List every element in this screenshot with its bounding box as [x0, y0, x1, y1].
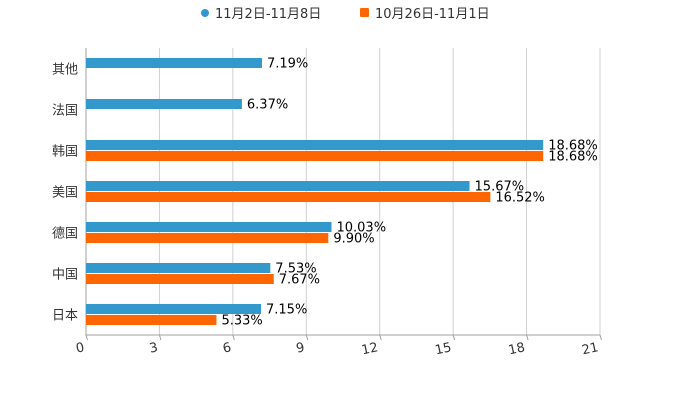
- category-label-3: 美国: [52, 186, 78, 201]
- bar-series-1-2: [86, 140, 544, 150]
- category-label-2: 韩国: [52, 145, 78, 160]
- category-label-0: 其他: [52, 63, 78, 78]
- bar-series-2-3: [86, 192, 491, 202]
- bar-series-1-3: [86, 181, 470, 191]
- bar-series-1-5: [86, 263, 271, 273]
- data-label-series-1-0: 7.19%: [267, 57, 308, 72]
- tick-label-x-9: 9: [295, 340, 306, 356]
- data-label-series-2-3: 16.52%: [495, 191, 545, 206]
- tick-mark-x-12: [379, 334, 382, 341]
- data-label-series-1-4: 10.03%: [336, 221, 386, 236]
- category-label-1: 法国: [52, 104, 78, 119]
- data-label-series-1-5: 7.53%: [275, 262, 316, 277]
- bar-series-2-6: [86, 315, 217, 325]
- legend-marker-series-1: [201, 9, 209, 17]
- tick-label-x-21: 21: [581, 340, 600, 358]
- tick-mark-x-6: [232, 334, 235, 341]
- bar-series-1-0: [86, 58, 262, 68]
- tick-mark-x-9: [305, 334, 309, 341]
- legend: 11月2日-11月8日 10月26日-11月1日: [201, 7, 490, 22]
- data-label-series-1-6: 7.15%: [266, 303, 307, 318]
- bar-series-1-6: [86, 304, 262, 314]
- tick-mark-x-15: [452, 334, 456, 341]
- bar-series-2-4: [86, 233, 329, 243]
- tick-label-x-12: 12: [360, 340, 379, 358]
- tick-mark-x-3: [158, 334, 162, 341]
- bar-series-1-1: [86, 99, 242, 109]
- category-label-5: 中国: [52, 268, 78, 283]
- data-label-series-2-5: 7.67%: [279, 273, 320, 288]
- data-label-series-2-4: 9.90%: [333, 232, 374, 247]
- data-label-series-2-2: 18.68%: [548, 150, 598, 165]
- legend-label-series-2: 10月26日-11月1日: [375, 7, 490, 22]
- bar-series-2-2: [86, 151, 544, 161]
- data-label-series-1-3: 15.67%: [475, 180, 525, 195]
- data-label-series-1-1: 6.37%: [247, 98, 288, 113]
- tick-label-x-3: 3: [148, 340, 159, 356]
- tick-label-x-0: 0: [75, 340, 86, 356]
- bar-series-2-5: [86, 274, 274, 284]
- tick-mark-x-18: [526, 334, 529, 341]
- category-label-4: 德国: [52, 227, 78, 242]
- tick-label-x-18: 18: [507, 340, 526, 358]
- category-label-6: 日本: [52, 309, 78, 324]
- tick-label-x-15: 15: [434, 340, 453, 358]
- bar-series-1-4: [86, 222, 332, 232]
- tick-mark-x-0: [85, 334, 88, 341]
- tick-mark-x-21: [599, 334, 602, 341]
- data-label-series-2-6: 5.33%: [221, 314, 262, 329]
- data-label-series-1-2: 18.68%: [548, 139, 598, 154]
- legend-marker-series-2: [360, 8, 369, 17]
- tick-label-x-6: 6: [221, 340, 232, 356]
- legend-label-series-1: 11月2日-11月8日: [215, 7, 321, 22]
